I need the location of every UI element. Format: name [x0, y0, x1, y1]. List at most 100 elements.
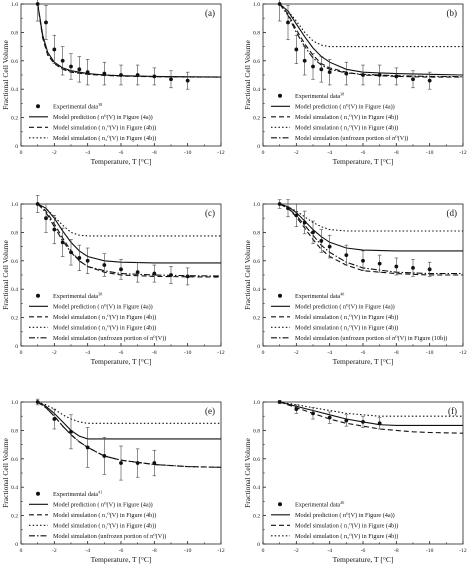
series-line-dashed [37, 3, 222, 78]
legend-label: Model simulation ( n₁⁰(V) in Figure (4b)… [295, 114, 398, 121]
x-tick-label: -12 [217, 150, 225, 156]
x-tick-label: -8 [152, 150, 157, 156]
x-axis-label: Temperature, T [°C] [333, 357, 394, 366]
chart-panel-1: 0 -2 -4 -6 -8 -10 -12 0 0.2 0.4 0.6 0.8 1.0 Temperatu… [1, 0, 225, 166]
chart-panel-3: 0 -2 -4 -6 -8 -10 -12 0 0.2 0.4 0.6 0.8 1.0 Temperatu… [1, 195, 225, 366]
data-point [102, 454, 107, 458]
y-tick-label: 1.0 [253, 400, 260, 406]
x-tick-label: -8 [152, 548, 157, 554]
y-tick-label: 1.0 [253, 202, 260, 208]
y-tick-label: 0.2 [253, 316, 260, 322]
data-point [327, 70, 332, 75]
legend-label: Model simulation ( n₁⁰(V) in Figure (4b)… [53, 512, 156, 519]
x-axis-label: Temperature, T [°C] [91, 357, 152, 366]
chart-panel-5: 0 -2 -4 -6 -8 -10 -12 0 0.2 0.4 0.6 0.8 1.0 Temperatu… [1, 398, 225, 564]
data-point [35, 202, 40, 206]
y-tick-label: 0.8 [11, 428, 18, 434]
y-tick-label: 0.2 [253, 116, 260, 122]
panel-label: (f) [448, 406, 457, 416]
x-tick-label: -6 [361, 548, 366, 554]
y-tick-label: 1.0 [11, 202, 18, 208]
data-point [377, 421, 382, 426]
panel-label: (d) [447, 208, 458, 218]
x-tick-label: -10 [184, 350, 192, 356]
data-point [135, 461, 140, 465]
y-tick-label: 0.2 [11, 514, 18, 520]
data-point [85, 258, 90, 263]
x-tick-label: -12 [459, 150, 467, 156]
panel-label: (b) [447, 8, 458, 18]
series-line-solid [279, 203, 463, 252]
y-tick-label: 0 [15, 542, 18, 548]
data-point [294, 47, 299, 52]
data-point [60, 58, 65, 63]
data-point [35, 2, 40, 6]
legend-label-experimental: Experimental data41 [53, 490, 102, 499]
x-tick-label: -4 [85, 150, 90, 156]
legend-label: Model simulation ( n₂⁰(V) in Figure (4b)… [295, 125, 398, 132]
x-tick-label: -12 [217, 350, 225, 356]
data-point [185, 274, 190, 279]
data-point [377, 73, 382, 77]
y-axis-label: Fractional Cell Volume [243, 239, 252, 309]
panel-label: (c) [205, 208, 215, 218]
data-point [319, 239, 324, 243]
data-point [52, 47, 57, 52]
series-line-dotted [37, 401, 221, 424]
series-line-solid [37, 401, 221, 440]
data-point [102, 263, 107, 267]
legend-label: Model prediction ( n⁰(V) in Figure (4a)) [295, 512, 395, 519]
x-tick-label: -10 [426, 548, 434, 554]
x-tick-label: -10 [426, 150, 434, 156]
data-point [361, 73, 365, 77]
data-point [44, 216, 48, 221]
legend-label-experimental: Experimental data38 [295, 92, 344, 101]
legend-label-experimental: Experimental data40 [295, 292, 344, 301]
x-tick-label: -2 [52, 350, 57, 356]
data-point [152, 461, 157, 465]
legend-ref-superscript: 40 [340, 292, 344, 297]
y-axis-label: Fractional Cell Volume [1, 239, 10, 309]
legend-label: Model simulation ( n₁⁰(V) in Figure (4b)… [295, 314, 398, 321]
y-tick-label: 0 [257, 344, 260, 350]
data-point [294, 407, 299, 411]
legend-marker-experimental [36, 491, 40, 496]
series-line-dashed [279, 203, 463, 276]
data-point [411, 77, 415, 82]
series-line-dotted [37, 203, 221, 237]
x-tick-label: -8 [152, 350, 157, 356]
series-line-dashed [279, 3, 463, 78]
x-tick-label: -8 [394, 350, 399, 356]
x-tick-label: -6 [119, 548, 124, 554]
y-tick-label: 0.8 [253, 230, 260, 236]
x-tick-label: 0 [262, 350, 265, 356]
y-tick-label: 0.4 [253, 87, 260, 93]
data-point [119, 267, 123, 272]
y-tick-label: 0.8 [11, 30, 18, 36]
data-point [302, 58, 307, 63]
data-point [277, 2, 282, 6]
x-axis-label: Temperature, T [°C] [333, 157, 394, 166]
data-point [311, 230, 315, 235]
chart-panel-4: 0 -2 -4 -6 -8 -10 -12 0 0.2 0.4 0.6 0.8 1.0 Temperatu… [243, 199, 467, 366]
series-line-dashed [279, 401, 464, 434]
data-point [411, 266, 415, 270]
series-line-dotted [279, 203, 463, 232]
y-tick-label: 0.2 [253, 514, 260, 520]
data-point [311, 64, 315, 69]
series-line-dotted [37, 3, 222, 78]
y-axis-label: Fractional Cell Volume [1, 39, 10, 109]
legend-marker-experimental [36, 104, 40, 109]
legend-label: Model prediction ( n⁰(V) in Figure (4a)) [53, 114, 153, 121]
data-point [294, 213, 299, 218]
y-tick-label: 0.6 [11, 457, 18, 463]
legend-label: Model simulation ( n₂⁰(V) in Figure (4b)… [53, 523, 156, 530]
legend-label: Model prediction ( n⁰(V) in Figure (4a)) [53, 304, 153, 311]
y-tick-label: 0.4 [253, 485, 260, 491]
legend-label-experimental: Experimental data38 [53, 292, 102, 301]
series-line-dashdot [37, 203, 222, 277]
y-axis-label: Fractional Cell Volume [243, 437, 252, 507]
legend-ref-superscript: 41 [98, 490, 102, 495]
data-point [119, 73, 123, 77]
y-tick-label: 0 [15, 144, 18, 150]
